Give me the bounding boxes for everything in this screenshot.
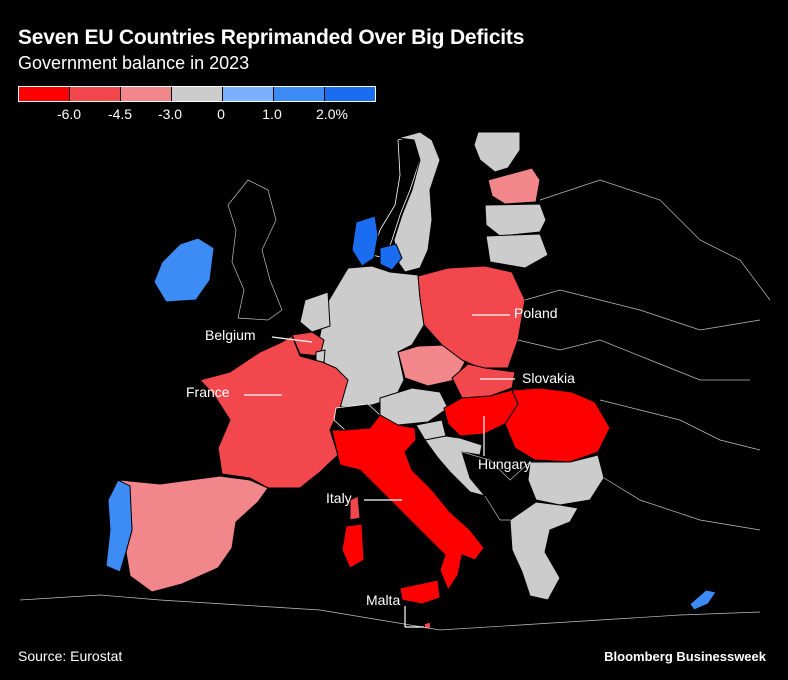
legend-swatch-4 (171, 87, 222, 101)
sardinia (341, 523, 365, 569)
legend-tick-6: 2.0% (316, 106, 348, 122)
legend-swatch-3 (120, 87, 171, 101)
italy (331, 414, 485, 591)
spain (119, 475, 269, 593)
label-slovakia: Slovakia (522, 370, 575, 386)
source-note: Source: Eurostat (18, 648, 123, 664)
croatia (424, 435, 486, 497)
chart-subtitle: Government balance in 2023 (18, 53, 250, 73)
denmark (351, 215, 379, 267)
legend-swatch-1 (19, 87, 69, 101)
greece (509, 501, 579, 601)
ireland (153, 237, 215, 303)
portugal (105, 479, 133, 573)
color-legend (18, 86, 376, 102)
lithuania (485, 233, 549, 269)
label-belgium: Belgium (205, 327, 256, 343)
cyprus (689, 589, 717, 611)
denmark-islands (379, 243, 403, 271)
label-poland: Poland (514, 305, 558, 321)
belgium (291, 331, 325, 357)
luxembourg (315, 349, 326, 363)
sicily (399, 579, 441, 605)
latvia (484, 203, 547, 237)
legend-tick-2: -4.5 (107, 106, 133, 122)
legend-swatch-2 (69, 87, 120, 101)
legend-swatch-7 (324, 87, 375, 101)
legend-tick-5: 1.0 (262, 106, 282, 122)
legend-tick-4: 0 (217, 106, 225, 122)
sweden (393, 131, 441, 273)
finland (473, 131, 521, 173)
estonia (487, 167, 541, 205)
label-malta: Malta (366, 592, 401, 608)
label-hungary: Hungary (478, 456, 531, 472)
bulgaria (527, 454, 605, 506)
romania (504, 387, 611, 463)
legend-tick-3: -3.0 (157, 106, 183, 122)
legend-swatch-5 (222, 87, 273, 101)
label-italy: Italy (326, 490, 352, 506)
poland (417, 265, 526, 369)
chart-title: Seven EU Countries Reprimanded Over Big … (18, 26, 525, 49)
label-france: France (186, 384, 230, 400)
brand-logo: Bloomberg Businessweek (604, 649, 766, 664)
legend-swatch-6 (273, 87, 324, 101)
corsica (349, 495, 361, 521)
netherlands (299, 291, 331, 333)
legend-tick-1: -6.0 (56, 106, 82, 122)
